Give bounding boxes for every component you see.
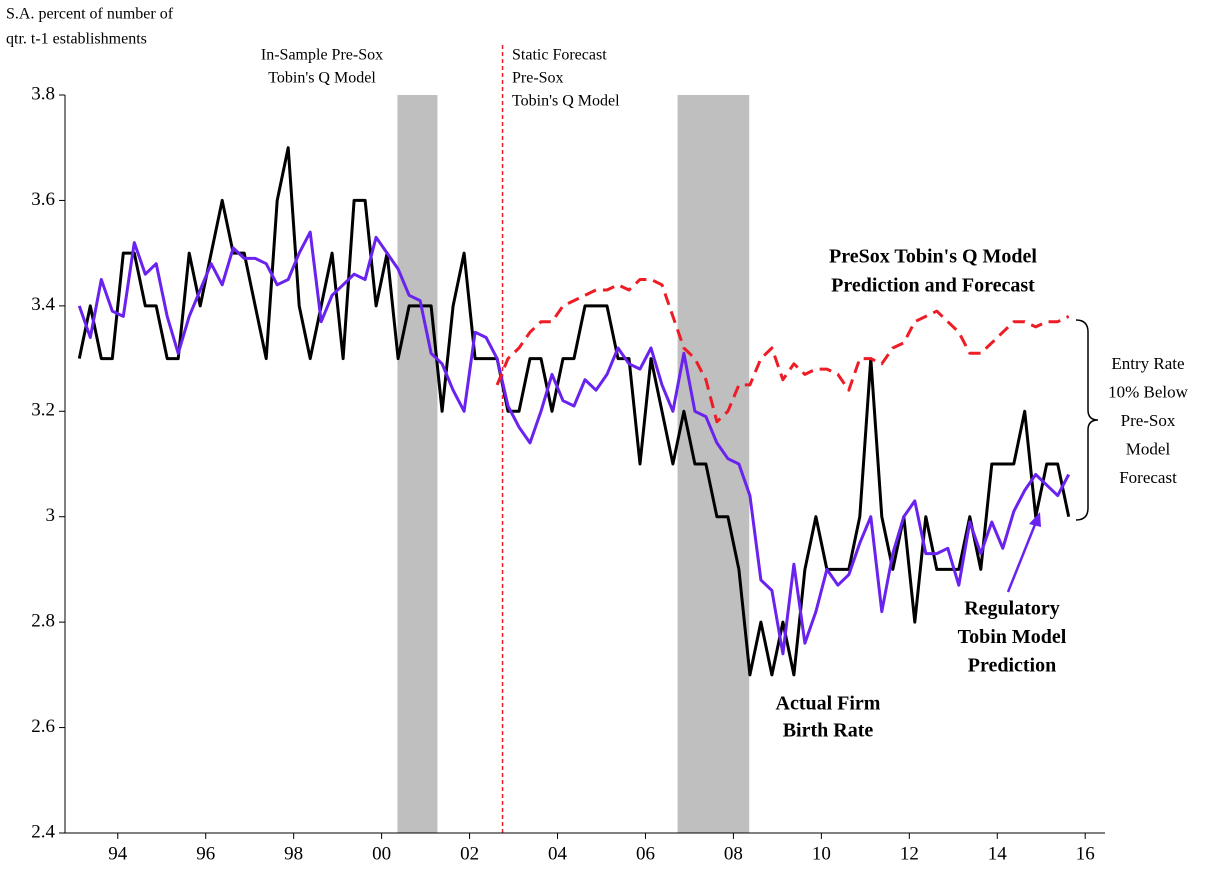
series-line: [495, 278, 1070, 424]
x-tick-label: 06: [636, 843, 655, 864]
x-tick-label: 10: [812, 843, 831, 864]
annotation: 10% Below: [1108, 382, 1189, 401]
recession-band: [397, 95, 438, 833]
annotation: PreSox Tobin's Q Model: [829, 246, 1037, 268]
annotation: Pre-Sox: [512, 70, 564, 87]
y-tick-label: 3.8: [31, 83, 55, 104]
y-axis-label: S.A. percent of number of: [6, 6, 174, 23]
annotation: Model: [1126, 439, 1171, 458]
arrow-shaft: [1006, 521, 1038, 593]
x-tick-label: 14: [988, 843, 1008, 864]
x-tick-label: 94: [108, 843, 128, 864]
annotation: Actual Firm: [776, 693, 881, 715]
annotation: Tobin's Q Model: [268, 70, 376, 87]
y-tick-label: 3.2: [31, 400, 55, 421]
y-tick-label: 3.4: [31, 294, 55, 315]
arrow-head: [1029, 512, 1041, 527]
series-line: [77, 230, 1071, 656]
x-tick-label: 96: [196, 843, 215, 864]
y-tick-label: 3.6: [31, 189, 55, 210]
brace: [1075, 319, 1099, 521]
annotation: In-Sample Pre-Sox: [261, 47, 383, 64]
x-tick-label: 04: [548, 843, 568, 864]
y-axis-label: qtr. t-1 establishments: [6, 31, 147, 48]
y-tick-label: 2.6: [31, 716, 55, 737]
annotation: Entry Rate: [1111, 354, 1184, 373]
x-tick-label: 00: [372, 843, 391, 864]
y-tick-label: 2.4: [31, 821, 55, 842]
annotation: Static Forecast: [512, 47, 607, 64]
x-tick-label: 98: [284, 843, 303, 864]
series-line: [77, 146, 1071, 677]
x-tick-label: 16: [1076, 843, 1095, 864]
x-tick-label: 12: [900, 843, 919, 864]
x-tick-label: 08: [724, 843, 743, 864]
annotation: Tobin's Q Model: [512, 93, 620, 110]
annotation: Pre-Sox: [1121, 411, 1176, 430]
annotation: Regulatory: [964, 598, 1060, 620]
annotation: Tobin Model: [958, 626, 1067, 648]
annotation: Forecast: [1119, 468, 1177, 487]
annotation: Prediction: [968, 655, 1057, 677]
y-tick-label: 2.8: [31, 611, 55, 632]
annotation: Birth Rate: [783, 720, 874, 742]
annotation: Prediction and Forecast: [831, 275, 1035, 297]
x-tick-label: 02: [460, 843, 479, 864]
y-tick-label: 3: [46, 505, 56, 526]
